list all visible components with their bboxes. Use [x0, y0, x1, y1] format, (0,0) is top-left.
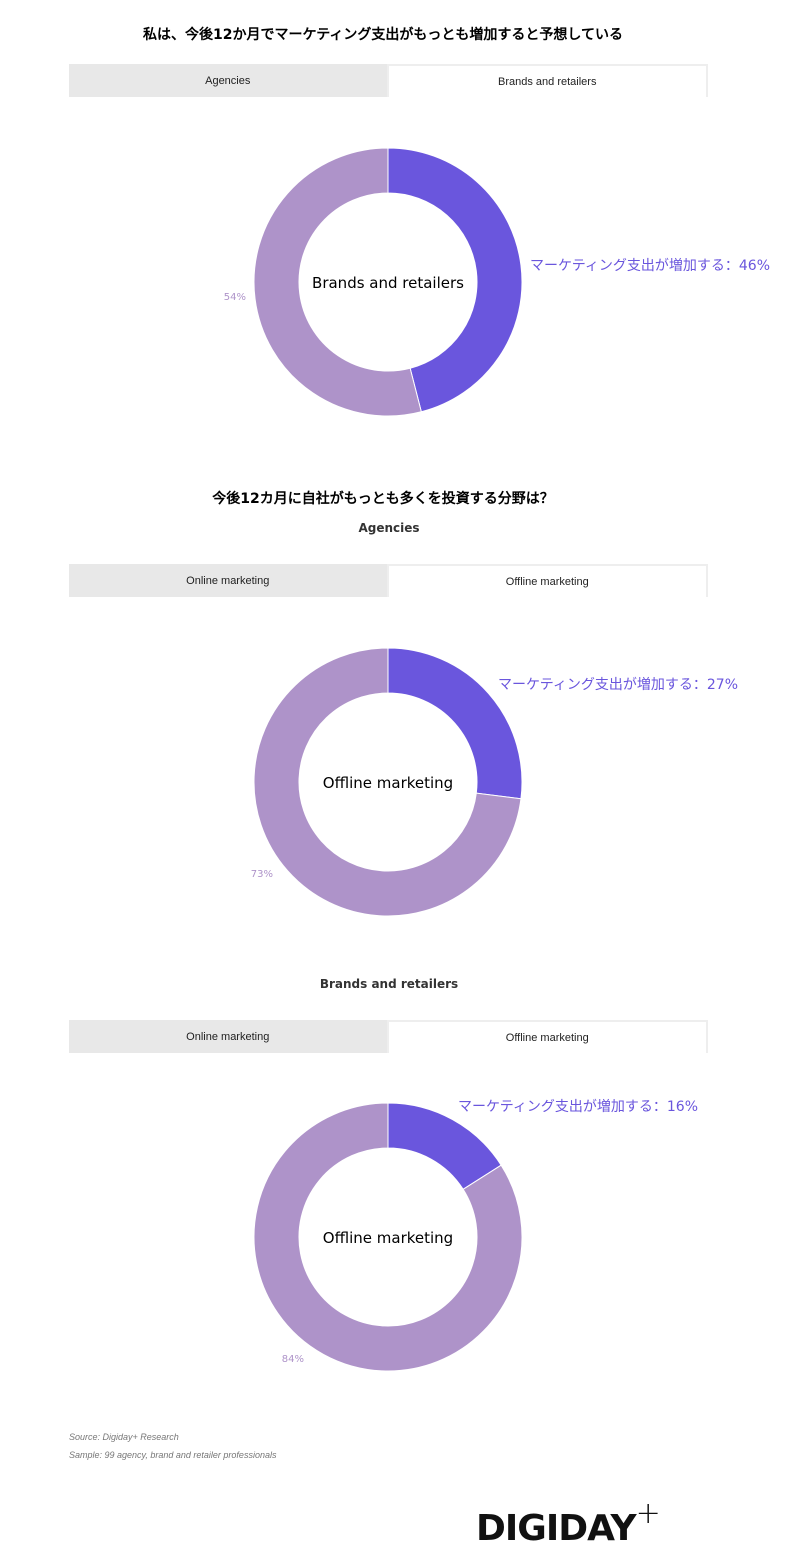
- tabs-1: Agencies Brands and retailers: [69, 64, 708, 97]
- tab-agencies[interactable]: Agencies: [69, 64, 387, 97]
- slice-other[interactable]: [253, 647, 522, 917]
- logo-plus: +: [635, 1496, 661, 1531]
- tab-brands-retailers[interactable]: Brands and retailers: [386, 64, 708, 97]
- subtitle-agencies: Agencies: [358, 521, 420, 535]
- slice-increase[interactable]: [387, 147, 523, 413]
- sample-note: Sample: 99 agency, brand and retailer pr…: [69, 1450, 277, 1460]
- slice-other[interactable]: [253, 1102, 523, 1372]
- tab-online-marketing[interactable]: Online marketing: [69, 564, 387, 597]
- donut-center-label: Brands and retailers: [312, 274, 464, 292]
- chart-title-1: 私は、今後12か月でマーケティング支出がもっとも増加すると予想している: [143, 27, 623, 43]
- donut-center-label: Offline marketing: [323, 774, 453, 792]
- label-other: 84%: [282, 1354, 304, 1365]
- label-other: 73%: [251, 869, 273, 880]
- tab-offline-marketing[interactable]: Offline marketing: [386, 564, 708, 597]
- label-other: 54%: [224, 292, 246, 303]
- tab-online-marketing[interactable]: Online marketing: [69, 1020, 387, 1053]
- logo-text: DIGIDAY: [476, 1508, 637, 1549]
- slice-other[interactable]: [253, 147, 422, 417]
- digiday-logo: DIGIDAY+: [476, 1496, 661, 1549]
- source-note: Source: Digiday+ Research: [69, 1432, 179, 1442]
- label-increase: マーケティング支出が増加する：16%: [458, 1099, 698, 1115]
- tab-offline-marketing[interactable]: Offline marketing: [386, 1020, 708, 1053]
- subtitle-brands: Brands and retailers: [319, 977, 459, 991]
- tabs-2: Online marketing Offline marketing: [69, 564, 708, 597]
- donut-center-label: Offline marketing: [323, 1229, 453, 1247]
- tabs-3: Online marketing Offline marketing: [69, 1020, 708, 1053]
- label-increase: マーケティング支出が増加する：27%: [498, 677, 738, 693]
- chart-title-2: 今後12カ月に自社がもっとも多くを投資する分野は？: [212, 491, 554, 507]
- label-increase: マーケティング支出が増加する：46%: [530, 258, 770, 274]
